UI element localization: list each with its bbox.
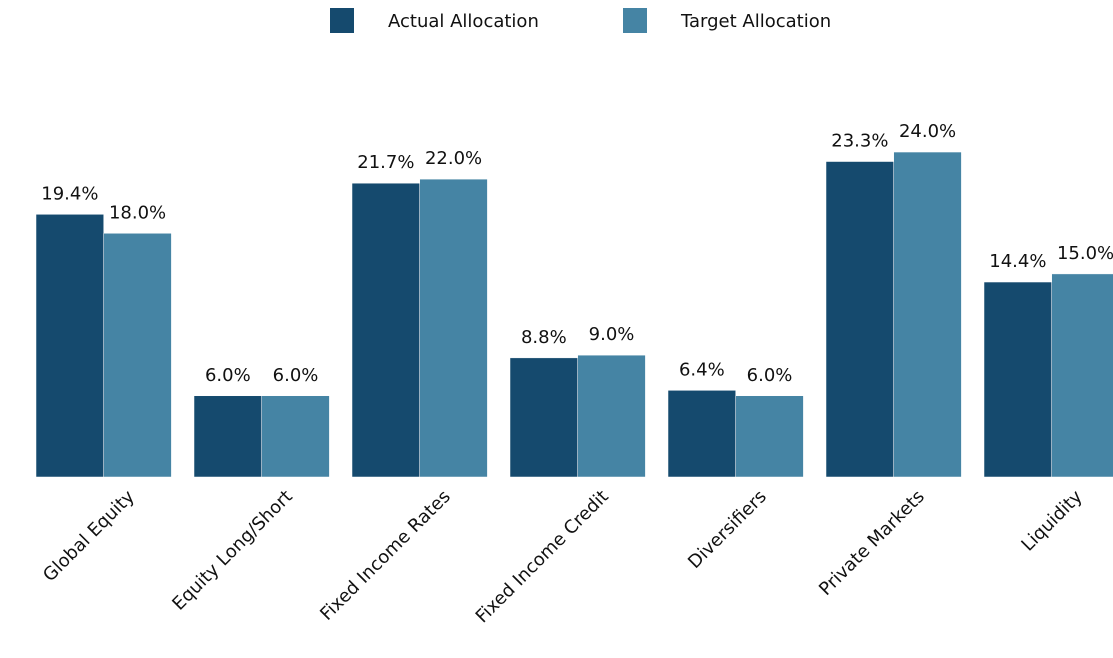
value-label: 6.4%: [679, 359, 725, 380]
bar: [735, 395, 804, 478]
value-label: 6.0%: [205, 365, 251, 386]
value-label: 6.0%: [747, 365, 793, 386]
x-tick-label: Diversifiers: [684, 486, 771, 573]
value-label: 9.0%: [589, 324, 635, 345]
value-label: 23.3%: [831, 131, 888, 152]
value-label: 8.8%: [521, 327, 567, 348]
bar: [193, 395, 262, 478]
x-tick-label: Equity Long/Short: [168, 486, 296, 614]
bar: [983, 281, 1052, 478]
x-tick-label: Private Markets: [815, 486, 929, 600]
bar: [261, 395, 330, 478]
value-label: 24.0%: [899, 121, 956, 142]
x-tick-label: Global Equity: [39, 486, 139, 586]
x-tick-label: Fixed Income Rates: [316, 486, 455, 625]
x-tick-label: Liquidity: [1017, 486, 1087, 556]
legend-label: Target Allocation: [680, 11, 831, 32]
value-label: 22.0%: [425, 148, 482, 169]
bar: [35, 214, 104, 478]
bar: [667, 390, 736, 478]
value-label: 18.0%: [109, 202, 166, 223]
legend-swatch: [330, 8, 354, 33]
x-tick-label: Fixed Income Credit: [472, 486, 613, 627]
bar: [103, 233, 172, 478]
bar: [351, 182, 420, 478]
value-label: 6.0%: [273, 365, 319, 386]
legend-swatch: [623, 8, 647, 33]
legend-label: Actual Allocation: [388, 11, 539, 32]
value-label: 15.0%: [1057, 243, 1113, 264]
bar: [825, 161, 894, 478]
bar: [1051, 273, 1113, 478]
value-label: 21.7%: [357, 152, 414, 173]
bar: [893, 151, 962, 478]
value-label: 19.4%: [41, 183, 98, 204]
bar: [577, 354, 646, 478]
bar: [419, 178, 488, 478]
bar: [509, 357, 578, 478]
value-label: 14.4%: [989, 251, 1046, 272]
